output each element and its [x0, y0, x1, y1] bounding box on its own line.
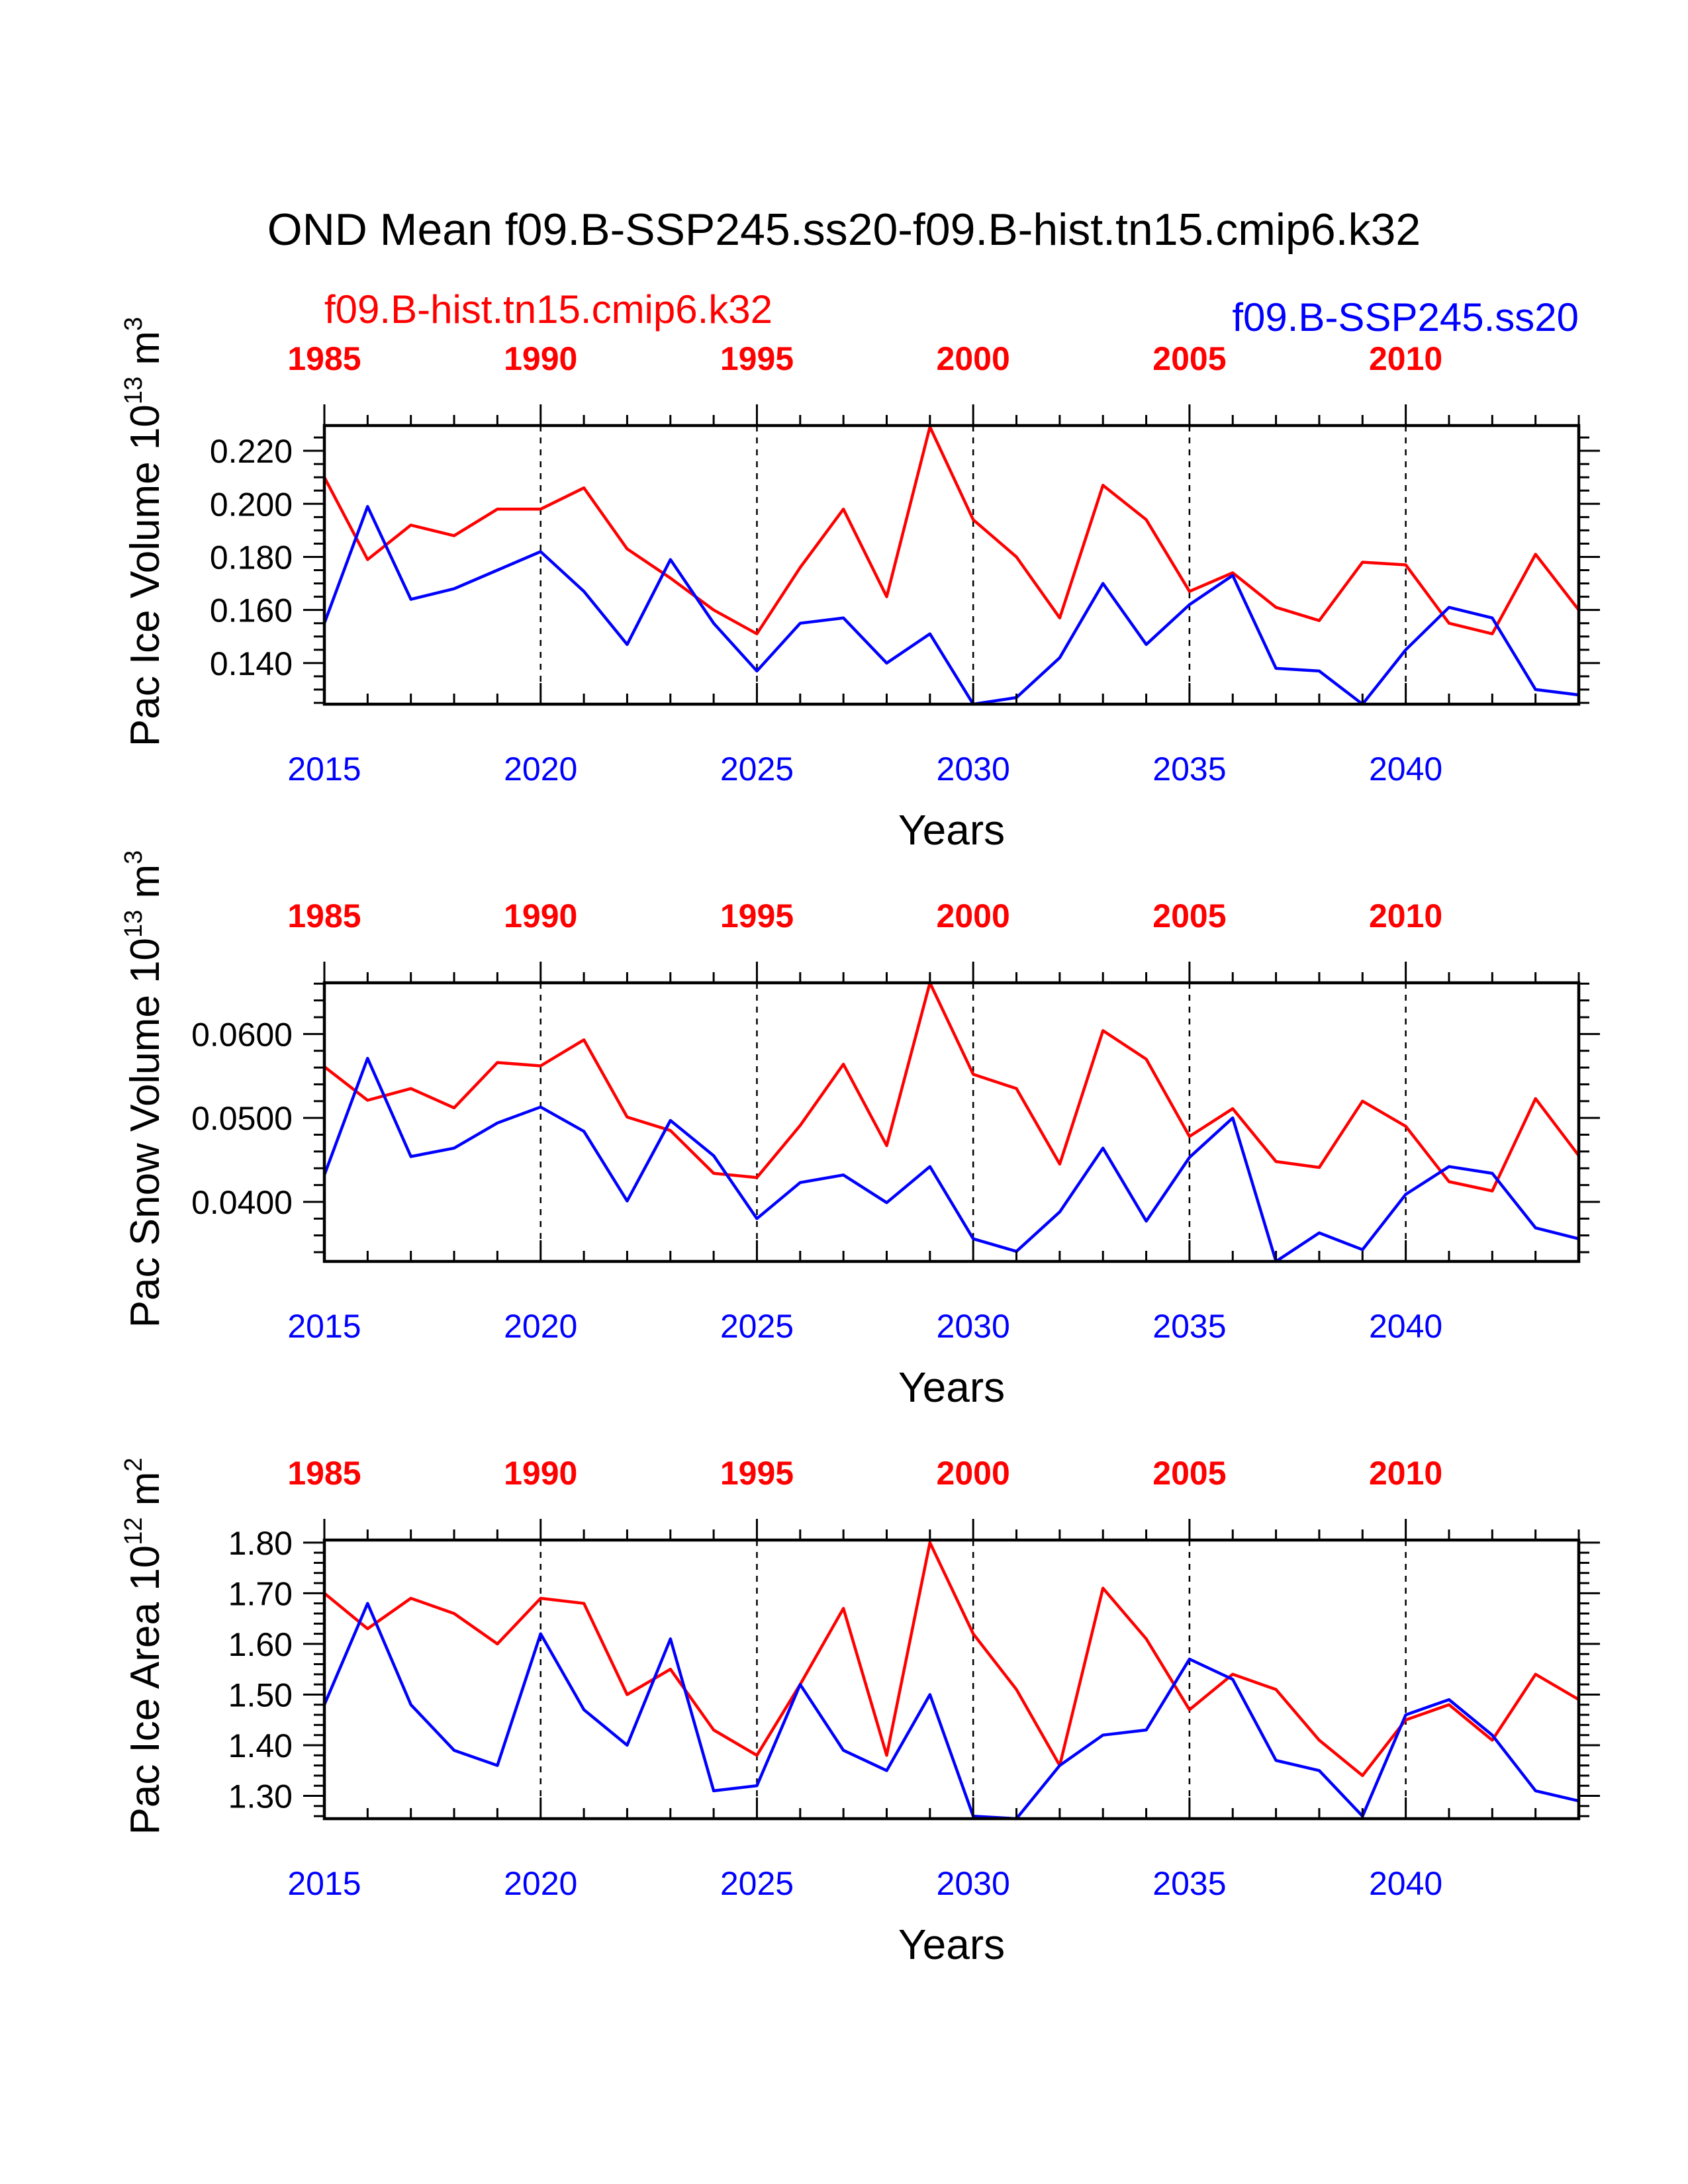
- x-tick-label-ssp: 2015: [287, 1865, 361, 1902]
- x-tick-label-ssp: 2040: [1369, 1308, 1442, 1345]
- x-tick-label-ssp: 2020: [504, 1308, 577, 1345]
- x-tick-label-hist: 1995: [720, 897, 794, 934]
- x-tick-label-ssp: 2025: [720, 751, 794, 788]
- y-tick-label: 1.60: [228, 1626, 293, 1663]
- y-tick-label: 0.180: [210, 539, 293, 576]
- plot-frame: [322, 981, 1581, 1263]
- x-tick-label-hist: 1990: [504, 340, 577, 377]
- x-tick-label-ssp: 2015: [287, 751, 361, 788]
- x-tick-label-hist: 2005: [1152, 340, 1226, 377]
- x-tick-label-hist: 1985: [287, 897, 361, 934]
- x-tick-label-ssp: 2020: [504, 751, 577, 788]
- x-tick-label-hist: 2005: [1152, 897, 1226, 934]
- x-tick-label-ssp: 2015: [287, 1308, 361, 1345]
- x-tick-label-hist: 2010: [1369, 1455, 1442, 1492]
- x-tick-label-hist: 1985: [287, 340, 361, 377]
- series-line-ssp: [322, 505, 1579, 706]
- series-line-hist: [323, 1541, 1580, 1778]
- y-tick-label: 0.140: [210, 645, 293, 682]
- panel-2: 0.0400 0.0500 0.0600 2015 2020 2025 2030 2035 20…: [120, 850, 1600, 1411]
- x-tick-label-hist: 2010: [1369, 897, 1442, 934]
- y-tick-label: 1.40: [228, 1727, 293, 1764]
- figure-title: OND Mean f09.B-SSP245.ss20-f09.B-hist.tn…: [267, 205, 1421, 255]
- x-tick-label-hist: 1990: [504, 897, 577, 934]
- y-axis-label: Pac Snow Volume 1013 m3: [120, 850, 168, 1328]
- x-tick-label-ssp: 2020: [504, 1865, 577, 1902]
- y-tick-label: 0.220: [210, 433, 293, 470]
- y-tick-label: 1.50: [228, 1676, 293, 1713]
- y-tick-label: 0.160: [210, 592, 293, 629]
- y-axis-label: Pac Ice Area 1012 m2: [120, 1457, 168, 1835]
- series-line-ssp: [322, 1056, 1579, 1263]
- x-tick-label-hist: 2000: [937, 897, 1010, 934]
- x-tick-label-ssp: 2030: [937, 1308, 1010, 1345]
- x-axis-label: Years: [898, 1921, 1005, 1968]
- x-tick-label-hist: 2010: [1369, 340, 1442, 377]
- x-tick-label-ssp: 2035: [1152, 1308, 1226, 1345]
- x-tick-label-ssp: 2035: [1152, 1865, 1226, 1902]
- x-tick-label-ssp: 2025: [720, 1308, 794, 1345]
- x-tick-label-hist: 2005: [1152, 1455, 1226, 1492]
- x-tick-label-hist: 2000: [937, 340, 1010, 377]
- y-tick-label: 0.200: [210, 486, 293, 523]
- x-tick-label-hist: 1990: [504, 1455, 577, 1492]
- x-tick-label-ssp: 2030: [937, 1865, 1010, 1902]
- x-tick-label-hist: 2000: [937, 1455, 1010, 1492]
- legend-ssp-label: f09.B-SSP245.ss20: [1232, 295, 1579, 340]
- panels-group: 0.140 0.160 0.180 0.200 0.220 2015 2020 2025 203…: [120, 317, 1600, 1968]
- y-tick-label: 0.0600: [191, 1016, 293, 1053]
- x-axis-label: Years: [898, 1363, 1005, 1411]
- x-axis-label: Years: [898, 806, 1005, 854]
- x-tick-label-ssp: 2040: [1369, 751, 1442, 788]
- plot-frame: [322, 1538, 1581, 1821]
- x-tick-label-ssp: 2035: [1152, 751, 1226, 788]
- x-tick-label-hist: 1995: [720, 1455, 794, 1492]
- y-tick-label: 1.30: [228, 1778, 293, 1815]
- plot-frame: [322, 424, 1581, 706]
- x-tick-label-hist: 1985: [287, 1455, 361, 1492]
- y-tick-label: 1.80: [228, 1525, 293, 1562]
- x-tick-label-ssp: 2030: [937, 751, 1010, 788]
- x-tick-label-ssp: 2025: [720, 1865, 794, 1902]
- y-axis-label: Pac Ice Volume 1013 m3: [120, 317, 168, 747]
- x-tick-label-hist: 1995: [720, 340, 794, 377]
- panel-3: 1.30 1.40 1.50 1.60 1.70 1.80 2015 2020 2025 2030…: [120, 1455, 1600, 1968]
- x-tick-label-ssp: 2040: [1369, 1865, 1442, 1902]
- series-line-hist: [323, 981, 1580, 1193]
- legend-hist-label: f09.B-hist.tn15.cmip6.k32: [324, 287, 773, 332]
- panel-1: 0.140 0.160 0.180 0.200 0.220 2015 2020 2025 203…: [120, 317, 1600, 854]
- series-line-hist: [323, 425, 1580, 635]
- y-tick-label: 0.0400: [191, 1184, 293, 1221]
- y-tick-label: 1.70: [228, 1575, 293, 1612]
- series-line-ssp: [322, 1602, 1579, 1821]
- y-tick-label: 0.0500: [191, 1100, 293, 1137]
